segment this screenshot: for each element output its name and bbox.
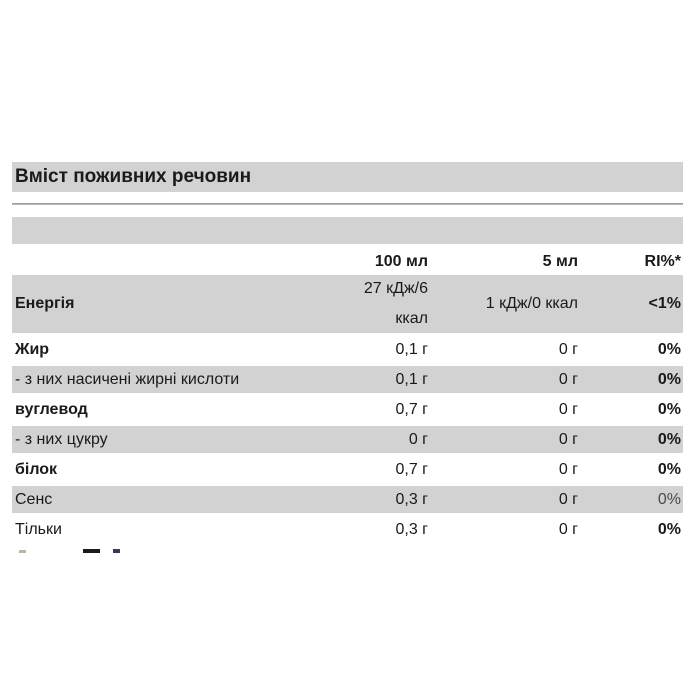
value-5ml: 0 г <box>558 491 578 508</box>
clipped-text-fragments <box>12 549 683 559</box>
row-label: - з них цукру <box>15 431 108 448</box>
value-100ml: 0,3 г <box>395 521 428 538</box>
row-label: білок <box>15 461 58 478</box>
value-5ml: 0 г <box>558 401 578 418</box>
row-label: Сенс <box>15 491 53 508</box>
row-label: Тільки <box>15 521 62 538</box>
table-row-energy: Енергія 27 кДж/6 ккал 1 кДж/0 ккал <1% <box>12 275 683 336</box>
value-100ml: 0,1 г <box>395 371 428 388</box>
value-ri: 0% <box>657 521 681 538</box>
value-ri: 0% <box>657 371 681 388</box>
row-label: Енергія <box>15 295 75 312</box>
value-100ml: 0 г <box>408 431 428 448</box>
row-label: - з них насичені жирні кислоти <box>15 371 240 388</box>
table-row-sens: Сенс 0,3 г 0 г 0% <box>12 486 683 516</box>
value-5ml: 0 г <box>558 371 578 388</box>
column-header-100ml: 100 мл <box>374 252 428 270</box>
clipped-letter-top <box>113 549 120 553</box>
value-100ml: 0,3 г <box>395 491 428 508</box>
table-title: Вміст поживних речовин <box>12 162 683 192</box>
row-label: Жир <box>15 341 50 358</box>
column-header-empty <box>12 247 279 275</box>
value-ri: <1% <box>648 295 681 312</box>
value-100ml: 0,7 г <box>395 401 428 418</box>
value-5ml: 0 г <box>558 431 578 448</box>
value-5ml: 1 кДж/0 ккал <box>485 295 578 312</box>
value-5ml: 0 г <box>558 521 578 538</box>
value-100ml: 0,7 г <box>395 461 428 478</box>
column-header-row: 100 мл 5 мл RI%* <box>12 247 683 275</box>
value-ri: 0% <box>657 401 681 418</box>
table-row-saturated-fat: - з них насичені жирні кислоти 0,1 г 0 г… <box>12 366 683 396</box>
clipped-letter-top <box>19 550 26 553</box>
table-row-protein: білок 0,7 г 0 г 0% <box>12 456 683 486</box>
column-header-ri: RI%* <box>644 252 681 270</box>
value-100ml: 27 кДж/6 ккал <box>363 280 428 327</box>
table-row-sugars: - з них цукру 0 г 0 г 0% <box>12 426 683 456</box>
table-row-tilky: Тільки 0,3 г 0 г 0% <box>12 516 683 546</box>
row-label: вуглевод <box>15 401 88 418</box>
nutrition-table: Вміст поживних речовин 100 мл 5 мл RI%* … <box>12 162 683 559</box>
value-5ml: 0 г <box>558 341 578 358</box>
value-5ml: 0 г <box>558 461 578 478</box>
table-row-fat: Жир 0,1 г 0 г 0% <box>12 336 683 366</box>
value-ri: 0% <box>657 431 681 448</box>
empty-gray-band <box>12 217 683 244</box>
value-ri: 0% <box>657 491 681 508</box>
value-ri: 0% <box>657 461 681 478</box>
clipped-letter-top <box>83 549 100 553</box>
table-row-carbohydrate: вуглевод 0,7 г 0 г 0% <box>12 396 683 426</box>
value-ri: 0% <box>657 341 681 358</box>
column-header-5ml: 5 мл <box>542 252 578 270</box>
horizontal-divider <box>12 203 683 205</box>
value-100ml: 0,1 г <box>395 341 428 358</box>
